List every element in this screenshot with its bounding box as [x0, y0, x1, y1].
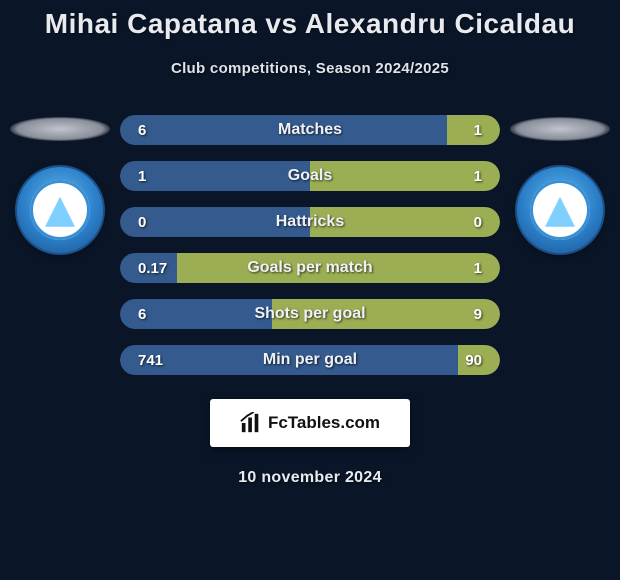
stat-row: 6Shots per goal9	[120, 299, 500, 329]
stat-label: Goals per match	[200, 259, 420, 277]
stat-label: Hattricks	[200, 213, 420, 231]
stat-value-left: 6	[120, 306, 200, 323]
stat-value-right: 90	[420, 352, 500, 369]
club-badge-right	[515, 165, 605, 255]
stat-value-right: 9	[420, 306, 500, 323]
player-left-column	[0, 115, 120, 255]
stat-row: 741Min per goal90	[120, 345, 500, 375]
stat-label: Shots per goal	[200, 305, 420, 323]
stat-value-right: 1	[420, 260, 500, 277]
stat-value-left: 0	[120, 214, 200, 231]
comparison-card: Mihai Capatana vs Alexandru Cicaldau Clu…	[0, 0, 620, 487]
stat-row: 0Hattricks0	[120, 207, 500, 237]
stat-value-right: 0	[420, 214, 500, 231]
stats-list: 6Matches11Goals10Hattricks00.17Goals per…	[120, 115, 500, 375]
stat-value-right: 1	[420, 168, 500, 185]
stat-row: 0.17Goals per match1	[120, 253, 500, 283]
stat-label: Matches	[200, 121, 420, 139]
footer-date: 10 november 2024	[0, 469, 620, 487]
watermark-text: FcTables.com	[268, 413, 380, 433]
stat-label: Min per goal	[200, 351, 420, 369]
page-subtitle: Club competitions, Season 2024/2025	[171, 60, 449, 77]
page-title: Mihai Capatana vs Alexandru Cicaldau	[45, 8, 575, 40]
stat-row: 6Matches1	[120, 115, 500, 145]
stat-value-left: 0.17	[120, 260, 200, 277]
stat-row: 1Goals1	[120, 161, 500, 191]
stat-value-right: 1	[420, 122, 500, 139]
chart-bars-icon	[240, 412, 262, 434]
stat-value-left: 1	[120, 168, 200, 185]
club-badge-left	[15, 165, 105, 255]
player-shadow-icon	[510, 117, 610, 141]
stat-value-left: 6	[120, 122, 200, 139]
stat-label: Goals	[200, 167, 420, 185]
player-right-column	[500, 115, 620, 255]
stat-value-left: 741	[120, 352, 200, 369]
main-area: 6Matches11Goals10Hattricks00.17Goals per…	[0, 115, 620, 487]
watermark: FcTables.com	[210, 399, 410, 447]
player-shadow-icon	[10, 117, 110, 141]
